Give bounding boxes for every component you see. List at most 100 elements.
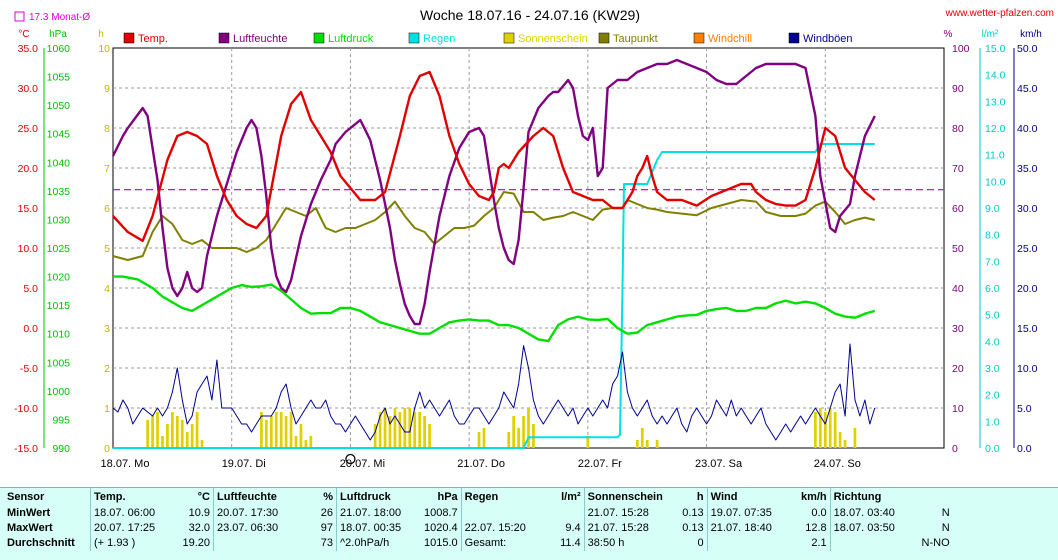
axis-tick-label: 30 (952, 323, 964, 335)
axis-tick-label: 50 (952, 243, 964, 255)
axis-tick-label: 45.0 (1017, 83, 1038, 95)
sunshine-bar (269, 416, 273, 448)
axis-tick-label: 15.0 (1017, 323, 1038, 335)
sunshine-bar (408, 408, 412, 448)
sunshine-bar (383, 408, 387, 448)
stats-cell-value: 97 (320, 522, 333, 534)
sunshine-bar (843, 440, 847, 448)
monthly-avg-label: 17.3 Monat-Ø (29, 12, 90, 23)
axis-tick-label: 3 (104, 323, 110, 335)
axis-unit-label: h (98, 29, 104, 40)
stats-cell-value: N (941, 522, 950, 534)
axis-tick-label: 990 (52, 443, 70, 455)
stats-cell-value: 0.13 (682, 507, 704, 519)
axis-tick-label: 70 (952, 163, 964, 175)
x-day-label: 22.07. Fr (578, 458, 622, 470)
sunshine-bar (299, 424, 303, 448)
sunshine-bar (833, 412, 837, 448)
x-day-label: 24.07. So (814, 458, 861, 470)
stats-cell-time: 38:50 h (583, 536, 669, 551)
legend-swatch-regen (408, 32, 420, 44)
axis-tick-label: 25.0 (18, 123, 39, 135)
axis-tick-label: 30.0 (18, 83, 39, 95)
sunshine-bar (378, 412, 382, 448)
axis-tick-label: 1035 (47, 186, 71, 198)
axis-tick-label: 9 (104, 83, 110, 95)
sunshine-bar (180, 420, 184, 448)
axis-tick-label: 40 (952, 283, 964, 295)
sunshine-bar (373, 424, 377, 448)
stats-cell-value: 0 (697, 537, 704, 549)
legend-label-windchill: Windchill (708, 33, 752, 45)
axis-tick-label: 1030 (47, 214, 71, 226)
sunshine-bar (279, 412, 283, 448)
sunshine-bar (423, 416, 426, 448)
sunshine-bar (640, 428, 644, 448)
stats-header-name: Wind (706, 488, 792, 506)
axis-tick-label: 20.0 (1017, 283, 1038, 295)
stats-cell-value: N-NO (921, 537, 950, 549)
stats-cell-value: N (941, 507, 950, 519)
series-line-regen (113, 143, 875, 449)
stats-cell-value: 9.4 (565, 522, 581, 534)
sunshine-bar (828, 408, 832, 448)
axis-tick-label: 5.0 (23, 283, 38, 295)
axis-tick-label: 20 (952, 363, 964, 375)
x-day-label: 21.07. Do (457, 458, 505, 470)
legend-label-sonnenschein: Sonnenschein (518, 33, 588, 45)
sunshine-bar (185, 432, 189, 448)
stats-header-unit: h (696, 490, 704, 503)
legend-label-regen: Regen (423, 33, 455, 45)
sunshine-bar (586, 436, 590, 448)
axis-tick-label: 6 (104, 203, 110, 215)
axis-tick-label: 10.0 (18, 243, 39, 255)
stats-cell-value: 2.1 (811, 537, 827, 549)
axis-tick-label: 12.0 (985, 123, 1006, 135)
axis-tick-label: 13.0 (985, 96, 1006, 108)
axis-unit-label: km/h (1020, 29, 1042, 40)
axis-tick-label: 11.0 (985, 150, 1005, 162)
axis-tick-label: -5.0 (20, 363, 38, 375)
stats-header-unit: l/m² (561, 490, 581, 503)
axis-tick-label: 2 (104, 363, 110, 375)
stats-cell-time: 21.07. 15:28 (583, 506, 669, 521)
stats-cell-time: 22.07. 15:20 (460, 521, 546, 536)
axis-tick-label: 10 (952, 403, 964, 415)
sunshine-bar (814, 412, 817, 448)
stats-cell-value: 32.0 (188, 522, 210, 534)
stats-cell-time: 21.07. 15:28 (583, 521, 669, 536)
axis-tick-label: 4 (104, 283, 110, 295)
axis-tick-label: 1005 (47, 357, 71, 369)
legend-swatch-windchill (693, 32, 705, 44)
stats-cell-time: (+ 1.93 ) (90, 536, 175, 551)
monthly-avg-icon (14, 11, 25, 22)
stats-cell-time (829, 536, 915, 551)
axis-tick-label: 14.0 (985, 70, 1006, 82)
stats-cell-value: 12.8 (805, 522, 827, 534)
legend-swatch-luftfeuchte (218, 32, 230, 44)
axis-tick-label: 10.0 (1017, 363, 1038, 375)
axis-tick-label: 35.0 (1017, 163, 1038, 175)
stats-cell-time: 18.07. 03:50 (829, 521, 915, 536)
sunshine-bar (264, 420, 268, 448)
stats-cell-value: 1020.4 (424, 522, 458, 534)
axis-tick-label: 5.0 (985, 310, 1000, 322)
axis-tick-label: 9.0 (985, 203, 1000, 215)
axis-tick-label: 7 (104, 163, 110, 175)
stats-row-label: MinWert (7, 507, 51, 519)
sunshine-bar (289, 412, 293, 448)
sunshine-bar (175, 416, 179, 448)
axis-tick-label: 50.0 (1017, 43, 1038, 55)
axis-tick-label: -15.0 (14, 443, 38, 455)
sunshine-bar (428, 424, 431, 448)
x-day-label: 23.07. Sa (695, 458, 743, 470)
stats-cell-value: 0.13 (682, 522, 704, 534)
sunshine-bar (838, 432, 842, 448)
axis-unit-label: °C (18, 29, 29, 40)
sunshine-bar (294, 436, 298, 448)
stats-cell-time: 20.07. 17:30 (213, 506, 298, 521)
legend-swatch-windboeen (788, 32, 800, 44)
axis-tick-label: 0.0 (985, 443, 1000, 455)
sunshine-bar (190, 424, 194, 448)
sunshine-bar (507, 432, 511, 448)
